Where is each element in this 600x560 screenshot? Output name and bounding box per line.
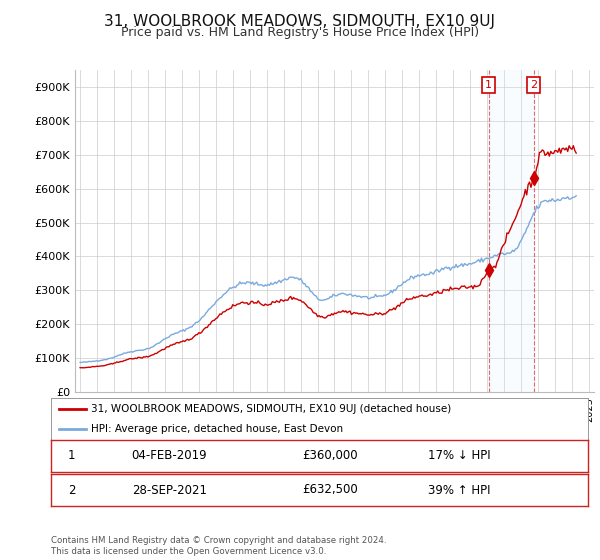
Text: 1: 1 [68, 449, 75, 463]
Text: £632,500: £632,500 [302, 483, 358, 497]
Text: £360,000: £360,000 [302, 449, 358, 463]
Text: 28-SEP-2021: 28-SEP-2021 [131, 483, 206, 497]
Text: HPI: Average price, detached house, East Devon: HPI: Average price, detached house, East… [91, 424, 343, 434]
Text: Contains HM Land Registry data © Crown copyright and database right 2024.
This d: Contains HM Land Registry data © Crown c… [51, 536, 386, 556]
Text: 2: 2 [68, 483, 75, 497]
Text: 2: 2 [530, 80, 538, 90]
Text: 1: 1 [485, 80, 492, 90]
Text: Price paid vs. HM Land Registry's House Price Index (HPI): Price paid vs. HM Land Registry's House … [121, 26, 479, 39]
Text: 39% ↑ HPI: 39% ↑ HPI [428, 483, 490, 497]
Text: 31, WOOLBROOK MEADOWS, SIDMOUTH, EX10 9UJ: 31, WOOLBROOK MEADOWS, SIDMOUTH, EX10 9U… [104, 14, 496, 29]
Text: 31, WOOLBROOK MEADOWS, SIDMOUTH, EX10 9UJ (detached house): 31, WOOLBROOK MEADOWS, SIDMOUTH, EX10 9U… [91, 404, 452, 414]
Bar [488, 70, 534, 392]
Text: 04-FEB-2019: 04-FEB-2019 [131, 449, 207, 463]
Text: 17% ↓ HPI: 17% ↓ HPI [428, 449, 490, 463]
